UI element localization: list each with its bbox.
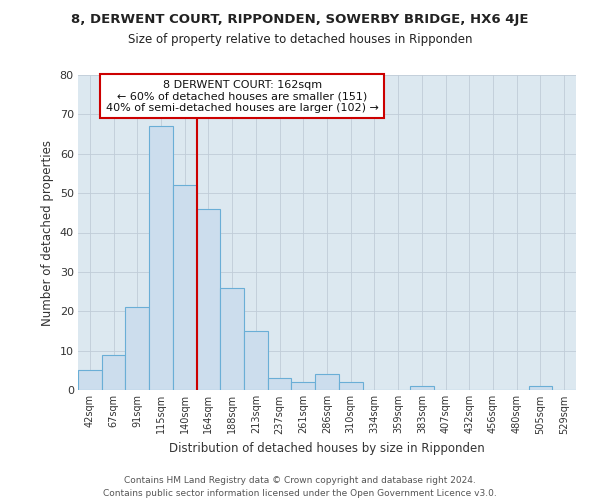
Bar [292, 382, 315, 390]
Y-axis label: Number of detached properties: Number of detached properties [41, 140, 54, 326]
Bar [125, 308, 149, 390]
Bar [244, 331, 268, 390]
Text: 8 DERWENT COURT: 162sqm
← 60% of detached houses are smaller (151)
40% of semi-d: 8 DERWENT COURT: 162sqm ← 60% of detache… [106, 80, 379, 113]
Text: Size of property relative to detached houses in Ripponden: Size of property relative to detached ho… [128, 32, 472, 46]
Text: Contains HM Land Registry data © Crown copyright and database right 2024.: Contains HM Land Registry data © Crown c… [124, 476, 476, 485]
Text: 8, DERWENT COURT, RIPPONDEN, SOWERBY BRIDGE, HX6 4JE: 8, DERWENT COURT, RIPPONDEN, SOWERBY BRI… [71, 12, 529, 26]
Bar [410, 386, 434, 390]
Bar [529, 386, 552, 390]
Bar [268, 378, 292, 390]
Bar [173, 185, 197, 390]
Bar [102, 354, 125, 390]
X-axis label: Distribution of detached houses by size in Ripponden: Distribution of detached houses by size … [169, 442, 485, 455]
Bar [197, 209, 220, 390]
Text: Contains public sector information licensed under the Open Government Licence v3: Contains public sector information licen… [103, 489, 497, 498]
Bar [78, 370, 102, 390]
Bar [315, 374, 339, 390]
Bar [220, 288, 244, 390]
Bar [149, 126, 173, 390]
Bar [339, 382, 362, 390]
